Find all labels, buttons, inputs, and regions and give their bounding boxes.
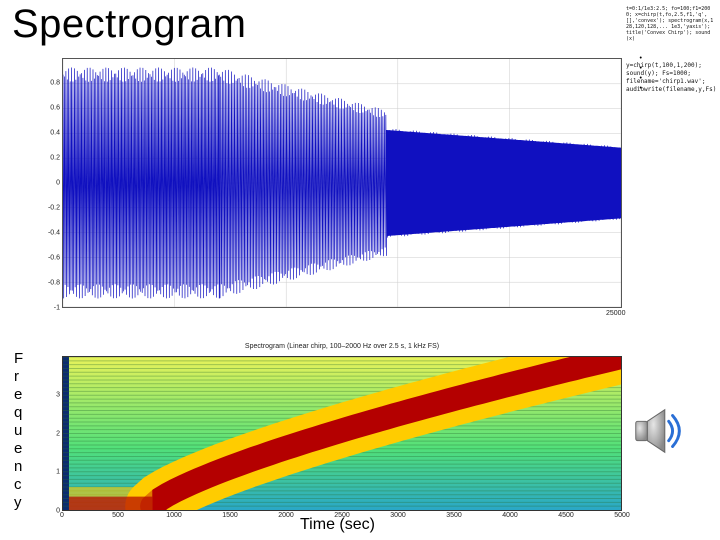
slide-root: Spectrogram -1-0.8-0.6-0.4-0.200.20.40.6… [0,0,720,540]
side-code-top: t=0:1/1e3:2.5; fo=100;f1=2000; x=chirp(t… [626,6,716,42]
waveform-chart [62,58,622,308]
waveform-svg [63,59,621,307]
spectrogram-yticks: 0123 [50,356,62,511]
spectrogram-chart [62,356,622,511]
xlabel-time: Time (sec) [300,516,375,534]
spectrogram-title: Spectrogram (Linear chirp, 100–2000 Hz o… [62,343,622,350]
waveform-xend: 25000 [606,310,625,317]
side-code-mid: y=chirp(t,100,1,200); sound(y); Fs=1000;… [626,62,716,94]
waveform-yticks: -1-0.8-0.6-0.4-0.200.20.40.60.8 [44,58,62,308]
page-title: Spectrogram [12,2,246,47]
ylabel-frequency: Frequency [14,350,23,512]
speaker-icon[interactable] [628,400,690,462]
spectrogram-svg [63,357,621,510]
